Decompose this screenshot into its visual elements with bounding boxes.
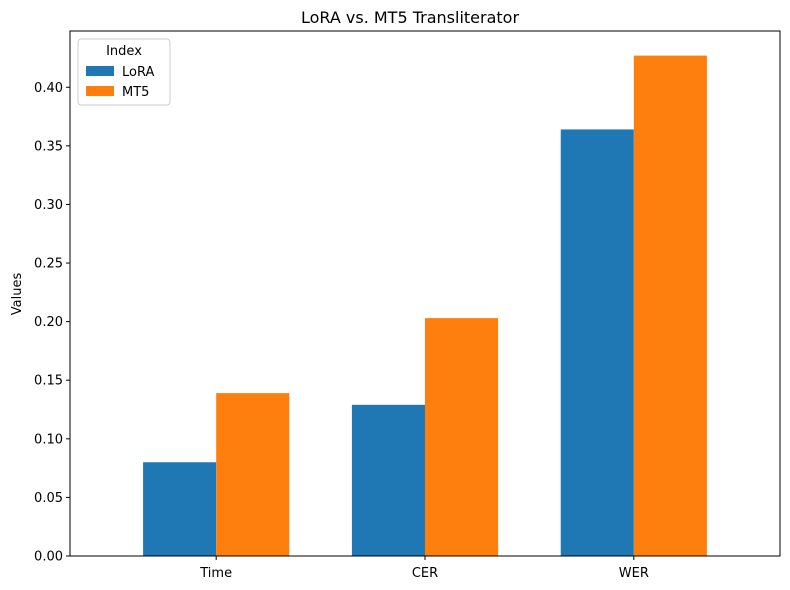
bar-lora-wer (560, 129, 634, 556)
y-tick-label: 0.05 (34, 491, 63, 506)
bar-mt5-wer (633, 55, 707, 557)
bars-layer (143, 55, 707, 557)
x-tick-label-wer: WER (619, 566, 649, 581)
legend-swatch-lora (86, 66, 114, 76)
legend: Index LoRA MT5 (77, 38, 171, 106)
y-tick-label: 0.35 (34, 139, 63, 154)
x-tick-label-time: Time (199, 566, 232, 581)
y-axis-label: Values (10, 273, 25, 316)
legend-label-mt5: MT5 (122, 85, 149, 100)
bar-lora-cer (351, 404, 425, 556)
bar-mt5-cer (425, 318, 499, 556)
bar-mt5-time (216, 393, 290, 556)
y-tick-label: 0.25 (34, 257, 63, 272)
y-tick-label: 0.00 (34, 550, 63, 565)
y-tick-label: 0.20 (34, 315, 63, 330)
y-tick-label: 0.10 (34, 432, 63, 447)
y-tick-label: 0.40 (34, 81, 63, 96)
legend-title: Index (106, 44, 142, 59)
y-tick-label: 0.30 (34, 198, 63, 213)
axes-layer: 0.00 0.05 0.10 0.15 0.20 0.25 0.30 0.35 0.40 Time… (34, 30, 781, 581)
y-tick-label: 0.15 (34, 374, 63, 389)
bar-lora-time (143, 462, 217, 556)
legend-swatch-mt5 (86, 86, 114, 96)
chart-title: LoRA vs. MT5 Transliterator (301, 8, 519, 27)
x-tick-label-cer: CER (412, 566, 438, 581)
legend-label-lora: LoRA (122, 65, 154, 80)
